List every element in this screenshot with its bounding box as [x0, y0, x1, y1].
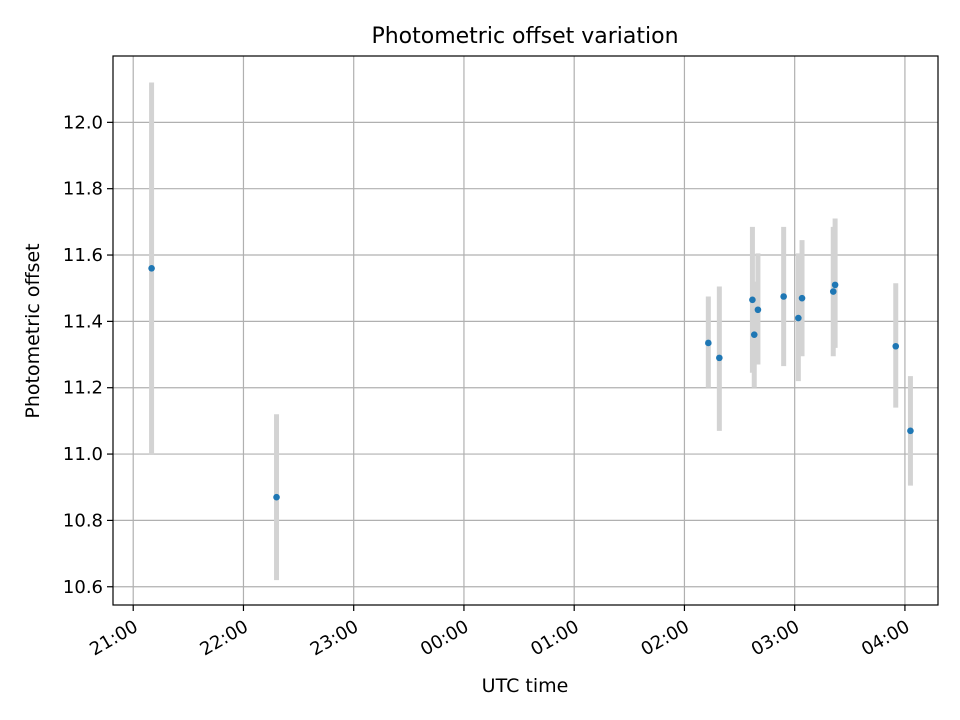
data-point	[750, 331, 758, 338]
data-points	[148, 265, 914, 501]
grid	[113, 56, 938, 605]
x-tick-label: 03:00	[748, 616, 803, 660]
y-tick-label: 11.0	[63, 444, 103, 465]
y-tick-label: 10.8	[63, 510, 103, 531]
data-point	[148, 265, 155, 272]
y-tick-label: 11.2	[63, 378, 103, 399]
x-tick-label: 23:00	[307, 616, 362, 660]
x-tick-label: 22:00	[197, 616, 252, 660]
y-tick-label: 11.8	[63, 179, 103, 200]
data-point	[798, 294, 806, 302]
y-tick-label: 10.6	[63, 577, 103, 598]
data-point	[716, 354, 723, 362]
data-point	[273, 493, 280, 501]
data-point	[754, 306, 762, 314]
y-tick-label: 12.0	[63, 112, 103, 133]
plot-frame	[112, 55, 939, 606]
data-point	[892, 342, 900, 350]
x-tick-label: 04:00	[858, 616, 913, 660]
data-point	[829, 288, 837, 295]
chart-title: Photometric offset variation	[371, 24, 678, 49]
y-tick-label: 11.6	[63, 245, 103, 266]
data-point	[795, 314, 802, 322]
y-axis-ticks: 10.6 10.8 11.0 11.2 11.4 11.6 11.8 12.0	[63, 112, 113, 598]
x-axis-label: UTC time	[482, 675, 569, 697]
x-tick-label: 21:00	[86, 616, 141, 660]
y-axis-label: Photometric offset	[22, 243, 44, 418]
data-point	[705, 339, 712, 347]
x-tick-label: 00:00	[417, 616, 472, 660]
x-tick-label: 01:00	[527, 616, 582, 660]
data-point	[749, 296, 756, 304]
y-tick-label: 11.4	[63, 311, 103, 332]
error-bars	[149, 82, 913, 581]
data-point	[780, 293, 787, 300]
x-tick-label: 02:00	[638, 616, 693, 660]
data-point	[907, 427, 914, 435]
data-point	[831, 281, 839, 289]
x-axis-ticks: 21:00 22:00 23:00 00:00 01:00 02:00 03:00 04:00	[86, 605, 913, 660]
